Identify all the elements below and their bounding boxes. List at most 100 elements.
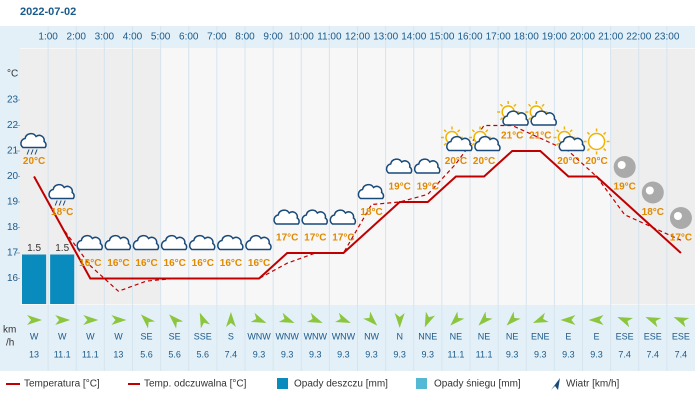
wind-unit: /h: [6, 338, 14, 349]
sun-ray: [471, 142, 475, 146]
wind-arrow: [560, 315, 576, 325]
wind-direction: ESE: [672, 331, 690, 341]
wind-direction: WNW: [304, 331, 328, 341]
wind-speed: 7.4: [675, 349, 688, 359]
hour-label: 5:00: [151, 32, 171, 43]
wind-arrow: [450, 311, 465, 326]
legend-swatch: [416, 378, 427, 389]
wind-speed: 9.3: [393, 349, 406, 359]
wind-speed: 11.1: [82, 349, 99, 359]
hour-label: 16:00: [457, 32, 482, 43]
wind-direction: SE: [169, 331, 181, 341]
hour-label: 1:00: [38, 32, 58, 43]
rain-drop: [26, 149, 30, 155]
hour-label: 19:00: [542, 32, 567, 43]
sun-ray: [499, 103, 504, 107]
cloud-icon: [329, 209, 357, 225]
wind-speed: 9.3: [422, 349, 435, 359]
wind-direction: E: [565, 331, 571, 341]
temperature-line: [33, 124, 682, 292]
wind-direction: WNW: [247, 331, 271, 341]
legend: Temperatura [°C] Temp. odczuwalna [°C] O…: [6, 378, 620, 390]
hour-label: 21:00: [598, 32, 623, 43]
sun-ray: [556, 142, 560, 146]
wind-speed: 7.4: [225, 349, 238, 359]
wind-arrow: [394, 313, 405, 328]
temp-label: 19°C: [614, 182, 636, 193]
wind-direction: E: [594, 331, 600, 341]
wind-speed: 9.3: [562, 349, 575, 359]
wind-speed: 9.3: [534, 349, 547, 359]
wind-direction: WNW: [275, 331, 299, 341]
sun-ray: [499, 117, 504, 121]
rain-bar: [50, 254, 75, 304]
wind-speed: 9.3: [309, 349, 322, 359]
temp-label: 16°C: [135, 258, 157, 269]
temp-label: 16°C: [164, 258, 186, 269]
wind-arrow: [27, 315, 43, 325]
sun-ray: [603, 131, 607, 135]
sun-ray: [457, 129, 461, 133]
wind-speed: 9.3: [590, 349, 603, 359]
wind-arrow: [617, 316, 634, 328]
hour-label: 18:00: [514, 32, 539, 43]
wind-direction: WNW: [332, 331, 356, 341]
wind-direction: W: [58, 331, 67, 341]
hour-label: 3:00: [95, 32, 115, 43]
rain-drop: [54, 200, 58, 206]
temp-label: 19°C: [417, 182, 439, 193]
cloud-icon: [301, 209, 328, 225]
wind-arrow: [199, 312, 211, 329]
legend-arrow: [551, 378, 560, 390]
night-bg: [104, 49, 133, 304]
rain-drop: [62, 200, 66, 206]
wind-arrow: [169, 314, 184, 329]
hour-label: 7:00: [207, 32, 227, 43]
cloud-icon: [76, 234, 103, 251]
moon-crater: [645, 186, 654, 195]
y-tick-label: 16: [7, 273, 19, 284]
wind-speed: 9.3: [253, 349, 266, 359]
wind-speed: 13: [113, 349, 123, 359]
wind-direction: SE: [141, 331, 153, 341]
legend-label: Wiatr [km/h]: [566, 379, 620, 390]
moon-crater: [673, 212, 682, 220]
wind-speed: 5.6: [168, 349, 181, 359]
rain-drop: [58, 200, 62, 206]
wind-speed: 9.3: [365, 349, 378, 359]
sun-ray: [528, 103, 532, 107]
temp-label: 20°C: [445, 156, 467, 167]
wind-speed: 7.4: [618, 349, 631, 359]
wind-arrow: [673, 316, 690, 328]
temp-label: 20°C: [473, 156, 495, 167]
temp-label: 21°C: [529, 131, 551, 142]
y-tick-label: 21: [7, 146, 19, 157]
wind-arrow: [532, 312, 549, 324]
cloud-icon: [357, 183, 385, 200]
wind-speed: 9.3: [337, 349, 350, 359]
temp-label: 19°C: [389, 182, 411, 193]
hour-label: 17:00: [486, 32, 511, 43]
legend-swatch: [277, 378, 288, 389]
wind-arrow: [250, 312, 267, 324]
hour-label: 8:00: [235, 32, 255, 43]
cloud-icon: [20, 132, 47, 149]
wind-arrow: [306, 312, 323, 324]
date: 2022-07-02: [20, 6, 76, 18]
sun-icon: [587, 132, 606, 151]
rain-bar: [22, 254, 47, 304]
temp-label: 17°C: [276, 233, 298, 244]
moon-crater: [617, 161, 626, 169]
wind-arrow: [83, 315, 99, 325]
rain-label: 1.5: [27, 243, 41, 254]
temp-label: 18°C: [360, 207, 382, 218]
wind-direction: NNE: [418, 331, 437, 341]
temp-label: 16°C: [192, 258, 214, 269]
wind-speed: 9.3: [506, 349, 519, 359]
wind-arrow: [363, 311, 378, 326]
wind-direction: SSE: [194, 331, 212, 341]
legend-label: Opady śniegu [mm]: [434, 379, 521, 390]
wind-speed: 7.4: [647, 349, 660, 359]
